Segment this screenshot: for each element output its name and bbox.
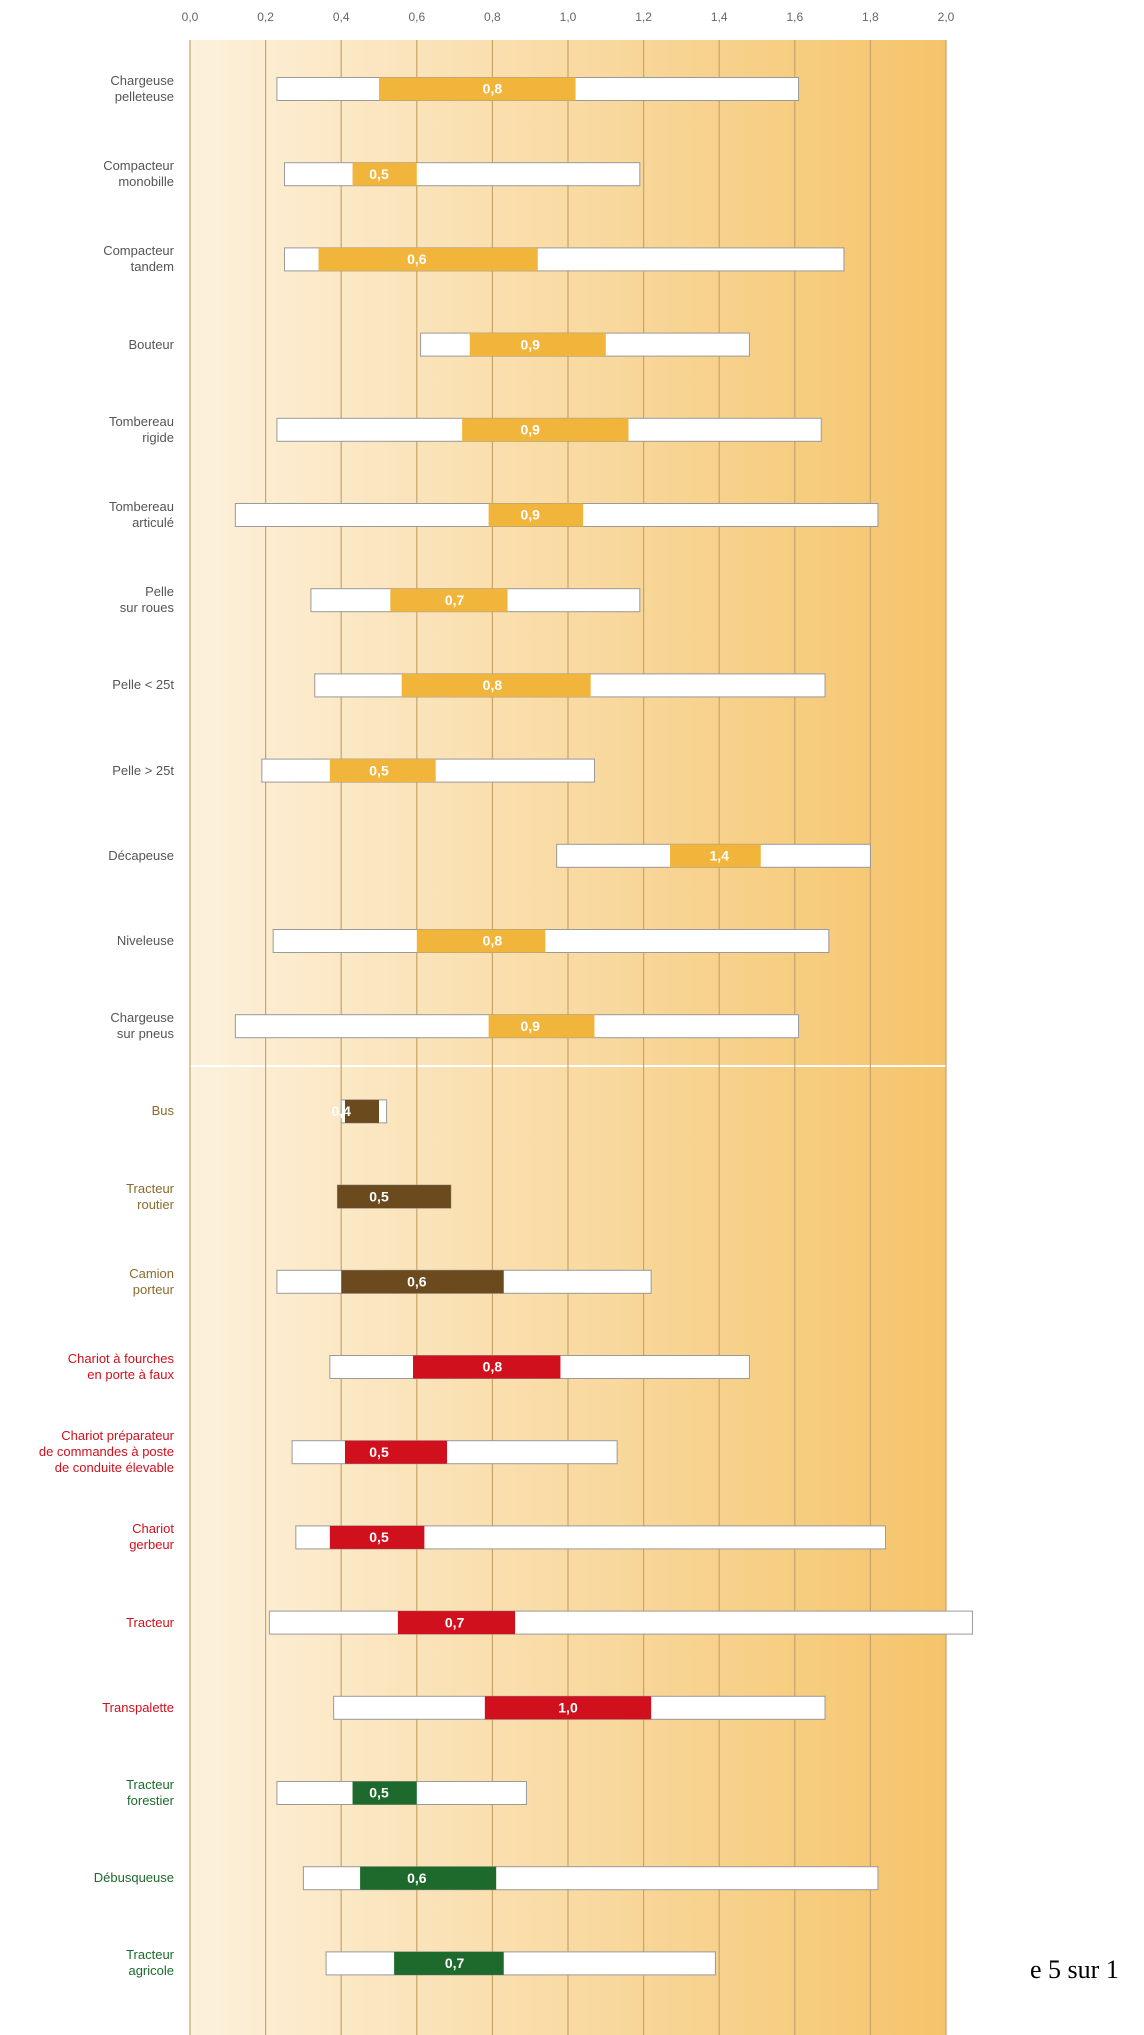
page: 0,0 0,2 0,4 0,6 0,8 1,0 1,2 1,4 1,6 1,8 2,0 0,8 0,5 0…	[0, 0, 1144, 2035]
typical-range-bar	[489, 1015, 595, 1038]
category-label: Chargeuse pelleteuse	[0, 73, 174, 105]
typical-range-bar	[319, 248, 538, 271]
category-label: Chariot à fourches en porte à faux	[0, 1351, 174, 1383]
value-label: 0,6	[407, 251, 427, 267]
value-label: 0,7	[445, 1955, 465, 1971]
x-tick-label: 1,6	[786, 10, 803, 24]
value-label: 0,4	[331, 1103, 351, 1119]
range-bar	[285, 163, 640, 186]
x-tick-label: 0,4	[333, 10, 350, 24]
category-label: Tombereau articulé	[0, 499, 174, 531]
category-label: Bus	[0, 1103, 174, 1119]
range-bar	[273, 930, 829, 953]
category-label: Transpalette	[0, 1700, 174, 1716]
typical-range-bar	[345, 1441, 447, 1464]
range-bar	[269, 1611, 972, 1634]
category-label: Chargeuse sur pneus	[0, 1010, 174, 1042]
category-label: Pelle > 25t	[0, 763, 174, 779]
value-label: 0,7	[445, 1614, 465, 1630]
x-tick-label: 2,0	[938, 10, 955, 24]
category-label: Décapeuse	[0, 848, 174, 864]
value-label: 0,5	[369, 1785, 389, 1801]
x-tick-label: 1,4	[711, 10, 728, 24]
range-bar	[326, 1952, 715, 1975]
value-label: 0,9	[520, 1018, 540, 1034]
x-tick-label: 1,8	[862, 10, 879, 24]
category-label: Pelle sur roues	[0, 584, 174, 616]
value-label: 0,5	[369, 1188, 389, 1204]
category-label: Chariot gerbeur	[0, 1521, 174, 1553]
category-label: Débusqueuse	[0, 1870, 174, 1886]
value-label: 0,9	[520, 336, 540, 352]
x-tick-label: 1,0	[560, 10, 577, 24]
value-label: 0,8	[483, 1359, 503, 1375]
category-label: Tracteur forestier	[0, 1777, 174, 1809]
value-label: 0,5	[369, 1529, 389, 1545]
x-tick-label: 0,6	[408, 10, 425, 24]
category-label: Compacteur monobille	[0, 158, 174, 190]
x-tick-label: 0,2	[257, 10, 274, 24]
typical-range-bar	[337, 1185, 450, 1208]
category-label: Bouteur	[0, 337, 174, 353]
category-label: Compacteur tandem	[0, 243, 174, 275]
category-label: Tracteur agricole	[0, 1947, 174, 1979]
value-label: 1,4	[709, 848, 729, 864]
value-label: 0,5	[369, 166, 389, 182]
category-label: Tracteur	[0, 1615, 174, 1631]
typical-range-bar	[360, 1867, 496, 1890]
x-tick-label: 0,0	[182, 10, 199, 24]
value-label: 0,8	[483, 933, 503, 949]
value-label: 0,9	[520, 507, 540, 523]
range-bar	[292, 1441, 617, 1464]
page-footer: e 5 sur 1	[1030, 1955, 1119, 1985]
value-label: 0,6	[407, 1274, 427, 1290]
value-label: 0,6	[407, 1870, 427, 1886]
category-label: Pelle < 25t	[0, 677, 174, 693]
x-tick-label: 0,8	[484, 10, 501, 24]
typical-range-bar	[417, 930, 546, 953]
value-label: 1,0	[558, 1700, 578, 1716]
value-label: 0,5	[369, 762, 389, 778]
category-label: Chariot préparateur de commandes à poste…	[0, 1428, 174, 1476]
typical-range-bar	[379, 78, 576, 101]
category-label: Camion porteur	[0, 1266, 174, 1298]
value-label: 0,8	[483, 81, 503, 97]
value-label: 0,9	[520, 422, 540, 438]
value-label: 0,5	[369, 1444, 389, 1460]
category-label: Tracteur routier	[0, 1181, 174, 1213]
category-label: Tombereau rigide	[0, 414, 174, 446]
typical-range-bar	[462, 418, 628, 441]
category-label: Niveleuse	[0, 933, 174, 949]
value-label: 0,8	[483, 677, 503, 693]
x-tick-label: 1,2	[635, 10, 652, 24]
value-label: 0,7	[445, 592, 465, 608]
